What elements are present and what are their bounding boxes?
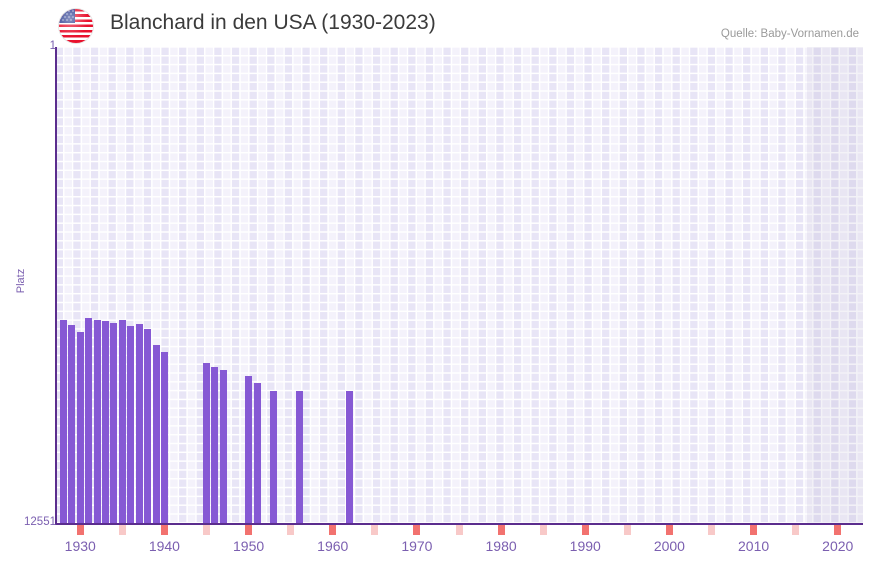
bar	[245, 375, 253, 523]
x-axis-minor-tick	[539, 525, 547, 535]
bar	[253, 383, 261, 523]
flag-gloss	[59, 9, 93, 43]
bar	[85, 317, 93, 523]
grid-lines	[55, 47, 863, 523]
x-axis-tick	[413, 525, 421, 535]
bar	[135, 324, 143, 523]
x-axis-tick	[665, 525, 673, 535]
x-axis-minor-tick	[792, 525, 800, 535]
bar	[127, 325, 135, 523]
x-axis-tick-label: 1960	[317, 538, 349, 554]
x-axis-tick-label: 1980	[485, 538, 517, 554]
y-axis-bottom-label: 12551	[24, 516, 56, 528]
x-axis-tick-label: 1990	[569, 538, 601, 554]
y-axis-line	[55, 47, 57, 524]
x-axis-tick	[245, 525, 253, 535]
x-axis-minor-tick	[371, 525, 379, 535]
recent-years-shading	[807, 47, 863, 523]
x-axis-tick	[581, 525, 589, 535]
x-axis-tick-label: 1930	[64, 538, 96, 554]
source-label: Quelle: Baby-Vornamen.de	[720, 28, 859, 40]
x-axis-tick-label: 2000	[653, 538, 685, 554]
x-axis-tick	[750, 525, 758, 535]
bar	[118, 320, 126, 523]
y-axis-title: Platz	[15, 268, 27, 294]
x-axis-tick	[497, 525, 505, 535]
x-axis-tick-label: 1940	[148, 538, 180, 554]
plot-area	[55, 47, 863, 523]
bar	[76, 332, 84, 523]
x-axis-tick-label: 1970	[401, 538, 433, 554]
bar	[203, 362, 210, 523]
x-axis-tick	[160, 525, 168, 535]
bar	[295, 390, 303, 523]
x-axis-tick	[834, 525, 842, 535]
x-axis-minor-tick	[203, 525, 210, 535]
x-axis-line	[55, 523, 863, 525]
x-axis-minor-tick	[455, 525, 463, 535]
page-title: Blanchard in den USA (1930-2023)	[110, 11, 436, 34]
bar	[68, 324, 76, 523]
bar	[152, 345, 160, 523]
bar	[93, 320, 101, 523]
x-axis-minor-tick	[623, 525, 631, 535]
x-axis-tick-label: 2020	[822, 538, 854, 554]
flag-canton	[59, 9, 75, 23]
x-axis-minor-tick	[287, 525, 295, 535]
bar	[102, 320, 109, 523]
usa-flag-icon	[59, 9, 93, 43]
x-axis-minor-tick	[708, 525, 715, 535]
bar	[211, 366, 219, 523]
bar	[110, 322, 118, 523]
bar	[346, 390, 354, 523]
x-axis-tick	[329, 525, 337, 535]
x-axis-tick-label: 2010	[738, 538, 770, 554]
bar	[270, 390, 278, 523]
x-axis-tick-label: 1950	[233, 538, 265, 554]
y-axis-top-label: 1	[49, 40, 56, 52]
bar	[59, 319, 67, 523]
bar	[219, 370, 227, 523]
x-axis-tick	[76, 525, 84, 535]
bar	[160, 352, 168, 523]
bar	[144, 329, 152, 523]
x-axis-minor-tick	[118, 525, 126, 535]
